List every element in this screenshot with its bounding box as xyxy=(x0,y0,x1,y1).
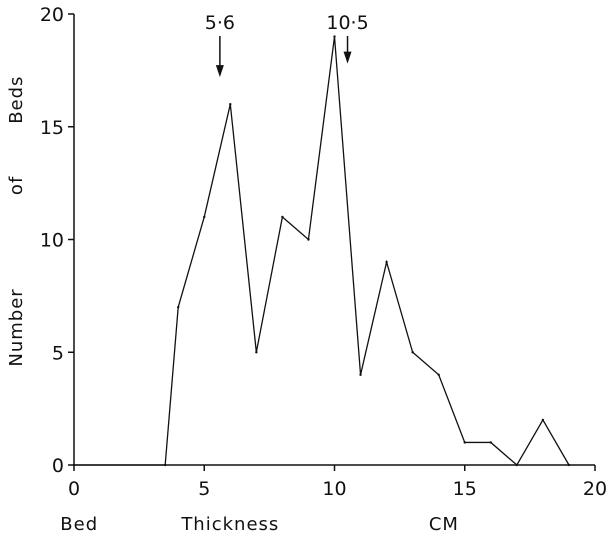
tick-labels: 0 5 10 15 20 0 5 10 15 20 xyxy=(40,4,607,500)
data-point xyxy=(307,238,310,241)
x-tick-label: 10 xyxy=(322,478,346,500)
data-point xyxy=(72,463,76,467)
data-point xyxy=(489,441,492,444)
data-point xyxy=(255,351,258,354)
annotation-label: 5·6 xyxy=(205,12,235,34)
annotation-arrow-head xyxy=(215,65,224,78)
x-axis-label-word: Thickness xyxy=(180,514,279,535)
y-tick-label: 0 xyxy=(52,455,64,477)
y-axis-label-word: Number xyxy=(6,288,27,366)
data-point xyxy=(229,103,232,106)
data-point xyxy=(541,418,545,422)
x-tick-label: 5 xyxy=(198,478,210,500)
data-point xyxy=(203,215,206,219)
y-tick-label: 20 xyxy=(40,4,64,26)
data-point xyxy=(177,305,180,309)
series-line xyxy=(74,36,570,467)
x-tick-label: 15 xyxy=(453,478,477,500)
x-axis-label-word: Bed xyxy=(60,514,98,535)
x-tick-label: 20 xyxy=(583,478,607,500)
data-point xyxy=(437,373,440,376)
data-point xyxy=(385,260,388,264)
data-point xyxy=(281,215,284,219)
tick-marks xyxy=(68,13,596,471)
data-point xyxy=(515,463,519,467)
data-point xyxy=(163,463,167,467)
data-series xyxy=(72,35,571,467)
y-tick-label: 10 xyxy=(40,230,64,252)
y-axis-label-word: of xyxy=(6,176,27,195)
data-point xyxy=(567,463,571,467)
annotation-label: 10·5 xyxy=(326,12,368,34)
data-point xyxy=(463,441,466,444)
y-tick-label: 5 xyxy=(52,342,64,364)
y-axis-label-word: Beds xyxy=(6,76,27,124)
annotations: 5·6 10·5 xyxy=(205,12,369,78)
data-point xyxy=(333,35,336,38)
data-point xyxy=(411,351,414,354)
axis-labels: Bed Thickness CM Number of Beds xyxy=(6,76,459,535)
x-tick-label: 0 xyxy=(68,478,80,500)
x-axis-label-word: CM xyxy=(429,514,459,535)
y-tick-label: 15 xyxy=(40,117,64,139)
data-point xyxy=(359,373,362,376)
annotation-arrow-head xyxy=(343,51,352,64)
